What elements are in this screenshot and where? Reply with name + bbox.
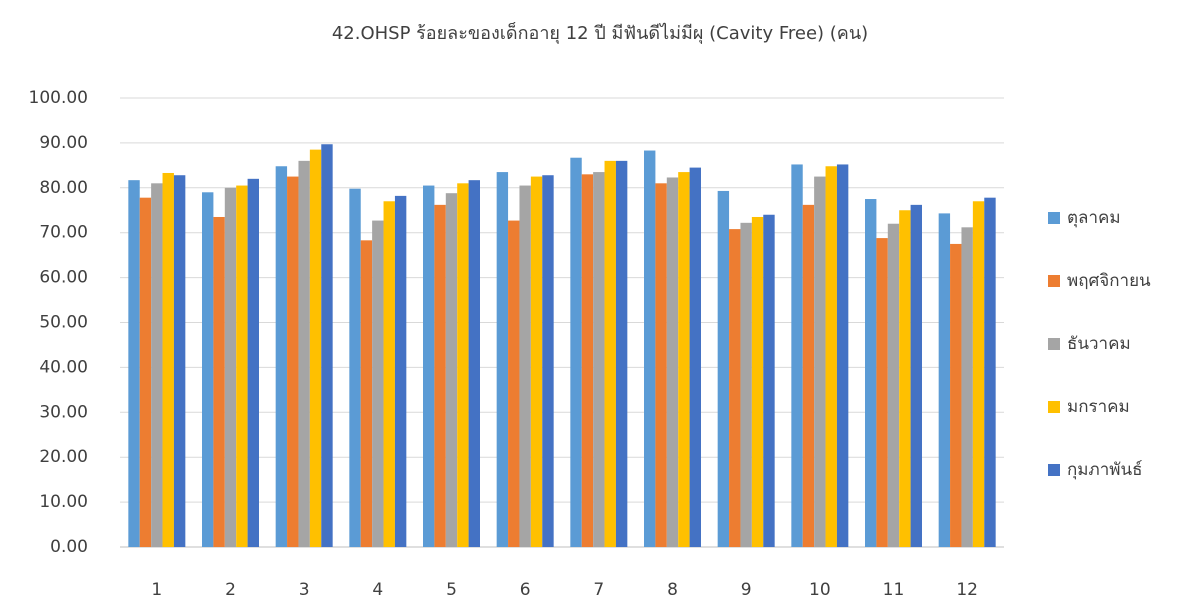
bar bbox=[173, 175, 186, 547]
legend-swatch bbox=[1048, 338, 1060, 350]
y-tick-label: 20.00 bbox=[39, 447, 88, 467]
chart-title: 42.OHSP ร้อยละของเด็กอายุ 12 ปี มีฟันดีไ… bbox=[332, 21, 868, 44]
bar bbox=[445, 193, 458, 548]
bar bbox=[236, 185, 248, 547]
x-tick-label: 7 bbox=[593, 580, 604, 600]
bar bbox=[468, 180, 480, 548]
x-tick-label: 9 bbox=[741, 580, 752, 600]
bar bbox=[247, 178, 259, 547]
bar bbox=[349, 188, 361, 547]
bar bbox=[814, 176, 826, 547]
bar bbox=[899, 210, 911, 547]
bar bbox=[581, 174, 594, 547]
bar bbox=[615, 160, 628, 548]
bar bbox=[887, 223, 900, 547]
bar bbox=[876, 238, 888, 547]
bar bbox=[791, 164, 803, 547]
bar bbox=[984, 197, 996, 548]
bar bbox=[394, 195, 407, 547]
bar bbox=[202, 192, 214, 548]
x-tick-label: 1 bbox=[151, 580, 162, 600]
bar bbox=[162, 172, 174, 547]
bar bbox=[275, 166, 288, 548]
y-tick-label: 80.00 bbox=[39, 178, 88, 198]
bar bbox=[542, 175, 554, 547]
x-tick-label: 4 bbox=[372, 580, 383, 600]
legend-swatch bbox=[1048, 464, 1060, 476]
bar bbox=[128, 180, 140, 548]
bar bbox=[496, 172, 509, 547]
bar bbox=[151, 183, 163, 547]
bar bbox=[298, 160, 310, 548]
bar bbox=[825, 166, 837, 548]
x-tick-label: 2 bbox=[225, 580, 236, 600]
bar bbox=[213, 216, 225, 548]
bar bbox=[423, 185, 435, 547]
y-tick-label: 30.00 bbox=[39, 402, 88, 422]
x-tick-label: 3 bbox=[299, 580, 310, 600]
bar bbox=[717, 190, 730, 547]
bar bbox=[836, 164, 849, 547]
legend-swatch bbox=[1048, 212, 1060, 224]
x-tick-label: 11 bbox=[883, 580, 905, 600]
legend-label: กุมภาพันธ์ bbox=[1067, 460, 1142, 480]
bar bbox=[519, 185, 531, 547]
bar bbox=[309, 149, 322, 547]
legend-swatch bbox=[1048, 401, 1060, 413]
bar bbox=[763, 214, 775, 548]
y-tick-label: 70.00 bbox=[39, 223, 88, 243]
bar bbox=[372, 220, 384, 547]
bar bbox=[972, 201, 985, 547]
x-tick-label: 12 bbox=[956, 580, 978, 600]
x-tick-label: 5 bbox=[446, 580, 457, 600]
bar bbox=[139, 197, 152, 548]
bar bbox=[740, 222, 752, 547]
bar bbox=[360, 240, 373, 547]
bar bbox=[655, 183, 667, 547]
legend-label: ตุลาคม bbox=[1067, 208, 1121, 228]
bar bbox=[508, 220, 520, 547]
bar bbox=[457, 183, 469, 547]
legend-label: พฤศจิกายน bbox=[1067, 271, 1151, 291]
x-tick-label: 8 bbox=[667, 580, 678, 600]
x-tick-label: 10 bbox=[809, 580, 831, 600]
bar bbox=[961, 227, 973, 547]
bar bbox=[865, 199, 877, 547]
bar bbox=[666, 177, 679, 547]
legend-label: มกราคม bbox=[1067, 397, 1130, 417]
bar bbox=[434, 204, 446, 547]
bar bbox=[729, 229, 741, 547]
bar bbox=[604, 160, 616, 548]
bar bbox=[644, 150, 656, 547]
bar bbox=[689, 167, 701, 547]
y-tick-label: 60.00 bbox=[39, 268, 88, 288]
bar bbox=[950, 243, 962, 548]
bar bbox=[287, 176, 299, 547]
y-tick-label: 100.00 bbox=[29, 88, 88, 108]
bar bbox=[224, 187, 237, 548]
bar bbox=[383, 201, 395, 547]
bar bbox=[593, 172, 605, 547]
bar bbox=[678, 172, 690, 547]
bar bbox=[321, 144, 333, 547]
bar bbox=[938, 213, 951, 547]
bar bbox=[751, 216, 764, 548]
x-tick-label: 6 bbox=[520, 580, 531, 600]
bar bbox=[530, 176, 543, 547]
legend-swatch bbox=[1048, 275, 1060, 287]
bar bbox=[570, 157, 582, 548]
y-tick-label: 0.00 bbox=[50, 537, 88, 557]
y-tick-label: 50.00 bbox=[39, 313, 88, 333]
bar bbox=[910, 204, 922, 547]
legend-label: ธันวาคม bbox=[1067, 334, 1131, 354]
y-tick-label: 90.00 bbox=[39, 133, 88, 153]
bar bbox=[802, 204, 815, 547]
y-tick-label: 40.00 bbox=[39, 357, 88, 377]
y-tick-label: 10.00 bbox=[39, 492, 88, 512]
